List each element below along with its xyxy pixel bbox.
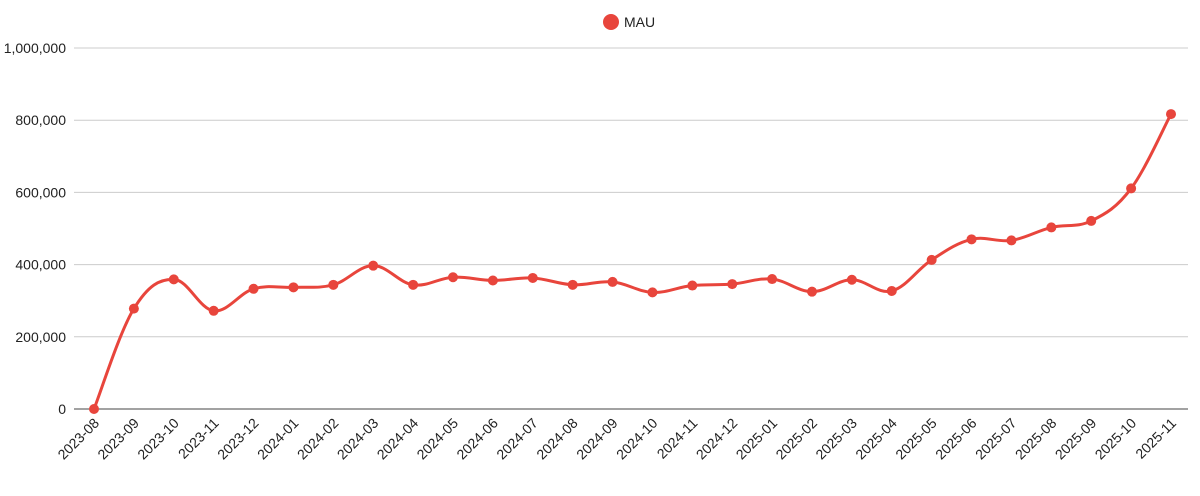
y-tick-label: 0	[58, 401, 66, 417]
x-tick-label: 2025-07	[972, 415, 1020, 463]
data-point	[487, 275, 498, 286]
data-point	[527, 272, 538, 283]
x-tick-label: 2025-05	[892, 415, 940, 463]
x-tick-label: 2025-09	[1052, 415, 1100, 463]
data-point	[767, 274, 778, 285]
data-point	[926, 254, 937, 265]
data-point	[966, 234, 977, 245]
x-tick-label: 2025-10	[1092, 415, 1140, 463]
x-tick-label: 2023-08	[54, 415, 102, 463]
data-point	[448, 272, 458, 283]
y-tick-label: 400,000	[15, 257, 66, 273]
y-tick-label: 200,000	[15, 329, 66, 345]
data-point	[408, 279, 419, 290]
x-tick-label: 2023-09	[94, 415, 142, 463]
x-tick-label: 2024-01	[254, 415, 302, 463]
data-point	[687, 280, 698, 291]
gridlines	[74, 47, 1188, 410]
data-point	[846, 274, 857, 285]
x-tick-label: 2025-04	[852, 415, 900, 463]
x-tick-label: 2024-03	[334, 415, 382, 463]
legend-marker-mau	[603, 14, 619, 30]
x-tick-label: 2025-08	[1012, 415, 1060, 463]
y-tick-label: 600,000	[15, 184, 66, 200]
x-tick-label: 2024-12	[693, 415, 741, 463]
data-point	[208, 305, 219, 316]
data-point	[1046, 222, 1057, 233]
x-tick-label: 2024-06	[453, 415, 501, 463]
data-point	[248, 283, 259, 294]
x-tick-label: 2025-02	[772, 415, 820, 463]
data-point	[368, 260, 379, 271]
data-point	[727, 279, 738, 290]
data-point	[607, 276, 618, 287]
x-tick-label: 2025-11	[1132, 415, 1179, 462]
data-point	[89, 404, 99, 414]
data-point	[807, 286, 817, 297]
data-points-mau	[89, 109, 1176, 414]
x-tick-label: 2024-11	[654, 415, 701, 462]
x-tick-label: 2025-03	[812, 415, 860, 463]
x-tick-label: 2024-07	[493, 415, 541, 463]
data-point	[886, 285, 897, 296]
x-tick-label: 2023-12	[214, 415, 262, 463]
x-axis-tick-labels: 2023-082023-092023-102023-112023-122024-…	[54, 415, 1179, 463]
x-tick-label: 2024-09	[573, 415, 621, 463]
data-point	[647, 287, 658, 298]
y-tick-label: 800,000	[15, 112, 66, 128]
data-point	[1006, 235, 1017, 246]
x-tick-label: 2023-10	[134, 415, 182, 463]
data-point	[168, 274, 179, 285]
x-tick-label: 2025-01	[733, 415, 781, 463]
x-tick-label: 2024-10	[613, 415, 661, 463]
x-tick-label: 2024-08	[533, 415, 581, 463]
legend: MAU	[603, 14, 655, 30]
y-axis-tick-labels: 0 200,000 400,000 600,000 800,000 1,000,000	[4, 40, 67, 417]
x-tick-label: 2024-02	[294, 415, 342, 463]
data-point	[1086, 215, 1097, 226]
data-point	[328, 279, 339, 290]
data-point	[1126, 183, 1137, 194]
data-point	[128, 303, 139, 314]
x-tick-label: 2024-05	[413, 415, 461, 463]
data-point	[567, 279, 578, 290]
legend-label-mau: MAU	[624, 14, 655, 30]
x-tick-label: 2025-06	[932, 415, 980, 463]
data-point	[288, 282, 299, 293]
y-tick-label: 1,000,000	[4, 40, 66, 56]
data-point	[1166, 109, 1176, 120]
x-tick-label: 2024-04	[374, 415, 422, 463]
series-line-mau	[92, 112, 1173, 411]
x-tick-label: 2023-11	[175, 415, 222, 462]
